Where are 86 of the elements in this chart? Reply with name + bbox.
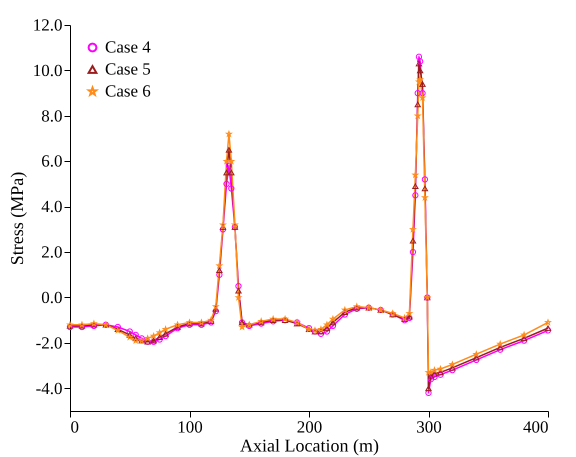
legend-label: Case 6 [105,82,151,100]
point [410,238,416,244]
x-tick-label: 300 [416,418,442,436]
point [228,185,234,192]
point [226,162,232,169]
point [544,325,552,331]
point [422,186,428,192]
x-tick-label: 0 [70,418,79,436]
y-tick-label: 6.0 [41,152,62,171]
point [414,102,421,108]
point [342,306,348,313]
point [342,309,348,316]
y-tick-label: 4.0 [41,197,62,216]
point [428,376,434,382]
point [235,282,242,290]
point [414,90,421,96]
point [330,320,336,326]
point [212,306,219,312]
x-tick-label: 200 [296,418,322,436]
point [318,330,324,337]
x-tick-label: 400 [523,418,548,436]
point [212,308,219,314]
point [431,366,438,373]
point [330,322,336,329]
x-axis-title: Axial Location (m) [240,436,379,456]
y-tick-label: 10.0 [32,60,62,80]
point [419,90,426,96]
point [162,332,169,340]
point [132,332,139,338]
point [416,60,422,66]
point [156,336,163,343]
point [318,328,324,334]
point [235,294,242,300]
point [223,180,230,188]
point [410,248,416,256]
point [216,272,223,278]
point [425,390,432,396]
point [412,192,418,198]
y-tick-label: 2.0 [41,242,62,262]
point [422,176,428,183]
point [132,336,139,342]
legend-label: Case 5 [105,60,151,78]
point [437,366,444,372]
point [431,374,438,380]
point [216,267,223,274]
point [162,331,169,337]
point [220,226,226,232]
point [126,328,133,335]
y-tick-label: 8.0 [41,106,62,126]
point [228,170,234,176]
point [226,147,232,153]
x-tick-label: 100 [177,418,203,436]
point [425,369,432,376]
point [220,224,226,230]
point [544,319,552,326]
y-tick-label: -4.0 [36,378,62,398]
point [473,356,480,364]
point [235,288,242,294]
y-axis-title: Stress (MPa) [6,172,27,266]
point [428,373,434,379]
point [437,370,444,376]
point [497,344,504,350]
legend-label: Case 4 [105,38,152,56]
point [416,68,424,74]
point [437,372,444,378]
point [449,366,456,374]
point [223,170,230,176]
point [449,361,456,368]
point [324,325,330,331]
point [449,365,456,371]
point [425,386,432,392]
point [156,334,163,340]
point [431,370,438,376]
y-tick-label: -2.0 [36,333,62,352]
point [419,81,426,87]
point [324,328,330,335]
point [497,346,504,353]
y-tick-label: 12.0 [32,16,62,34]
point [520,337,528,344]
y-tick-label: 0.0 [41,288,62,307]
point [473,354,480,360]
point [520,336,528,342]
point [412,183,418,190]
point [416,54,422,60]
point [342,311,348,318]
point [126,332,133,338]
